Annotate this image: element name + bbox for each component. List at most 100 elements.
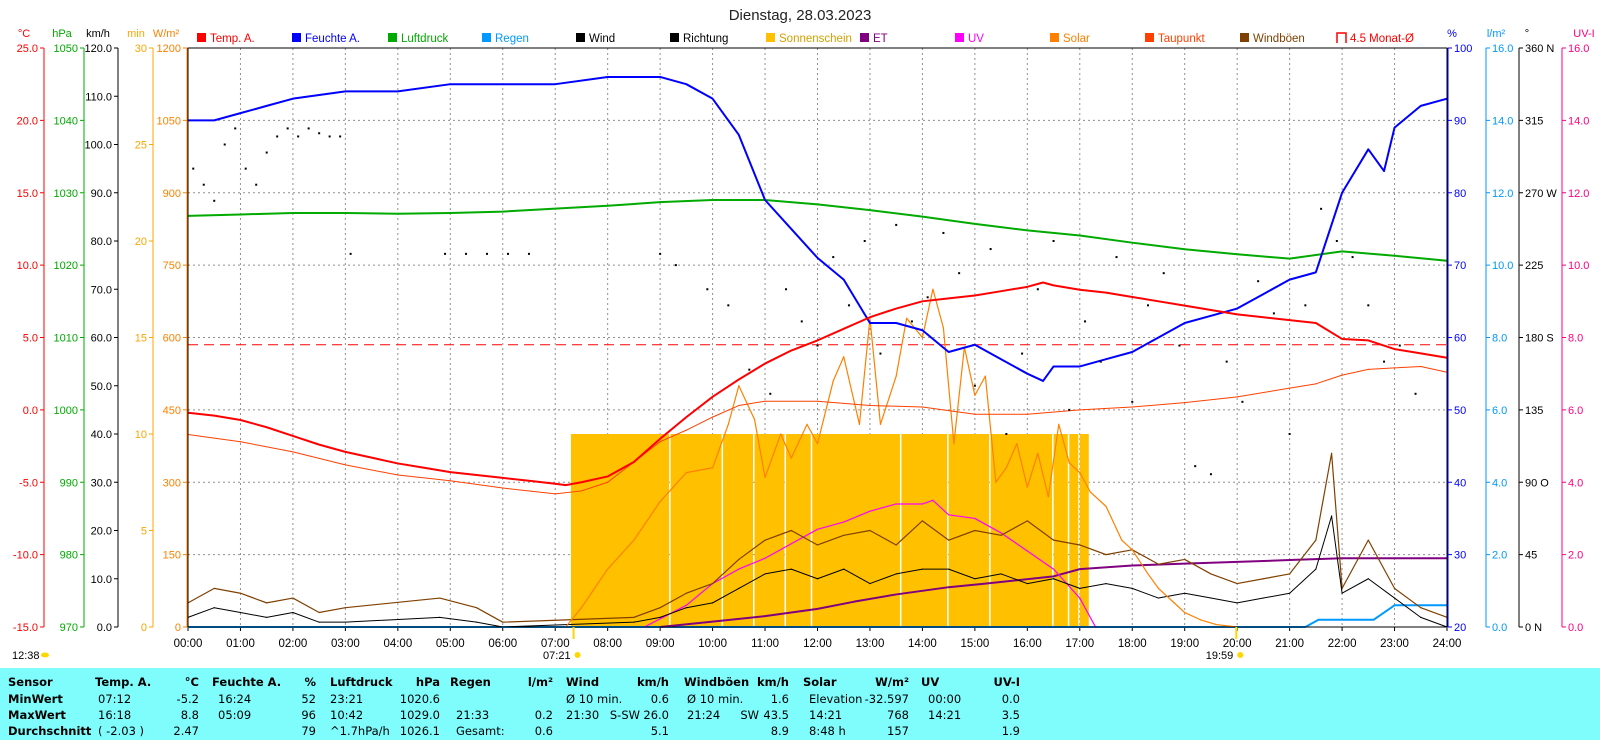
direction-point [1021,352,1024,355]
legend-item: Sonnenschein [766,33,852,45]
data-point [1105,505,1107,507]
data-point [1079,234,1081,237]
data-point [1047,496,1049,498]
direction-point [1162,272,1165,275]
legend-item: ET [860,33,888,45]
data-point [685,416,687,418]
weather-chart: Dienstag, 28.03.2023 Temp. A. Feuchte A. L… [12,7,1595,662]
data-point [753,418,756,421]
data-point [554,483,556,485]
tick-label: 16.0 [1492,43,1513,55]
grid [187,47,1448,628]
direction-point [832,256,835,259]
axis-unit: W/m² [153,28,180,40]
stat-header: Sensor [8,675,53,689]
data-point [1372,619,1375,621]
data-point [607,481,609,483]
data-point [1393,597,1396,599]
data-point [1026,286,1028,288]
data-point [1315,539,1317,541]
data-point [843,328,845,330]
legend-swatch [670,33,679,42]
stat-header: % [304,675,316,689]
direction-point [1115,256,1118,259]
tick-label: 0.0 [97,622,112,634]
right-axis: ° 360 N 315 270 W 225 180 S 135 90 O 45 0 N [1518,28,1557,634]
data-point [843,568,845,570]
data-point [1079,568,1081,570]
tick-label: 360 N [1525,43,1554,55]
data-point [1236,253,1238,255]
data-point [895,503,897,505]
data-point [738,404,740,407]
stat-header: UV [921,675,940,689]
stat-cell: 0.6 [650,692,669,706]
stat-cell: 52 [301,692,316,706]
stat-cell: 8:48 h [809,724,846,738]
data-point [397,462,399,465]
data-point [984,582,986,585]
stat-cell: 23:21 [330,692,364,706]
data-point [895,593,897,596]
data-point [607,475,609,478]
data-point [790,543,792,545]
tick-label: 100 [1454,43,1472,55]
tick-label: 225 [1525,260,1543,272]
tick-label: 10.0 [1492,260,1513,272]
tick-label: 70 [1454,260,1466,272]
direction-point [1351,256,1354,259]
right-axis: % 100 90 80 70 60 50 40 30 20 [1447,28,1472,634]
direction-point [506,252,509,255]
direction-point [1257,280,1260,283]
tick-label: 20 [1454,622,1466,634]
stat-cell: 05:09 [218,708,252,722]
data-point [1393,127,1396,129]
data-point [1367,339,1369,341]
data-point [843,534,845,536]
data-point [1289,279,1291,281]
data-point [948,351,950,353]
data-point [895,544,897,546]
stat-cell: 79 [301,724,316,738]
data-point [344,607,346,609]
legend-item: Richtung [670,33,728,45]
data-point [239,441,242,443]
data-point [974,294,976,297]
tick-label: 0.0 [23,405,38,417]
tick-label: 40.0 [91,429,112,441]
data-point [1131,296,1133,298]
data-point [1042,380,1044,382]
tick-label: 20.0 [17,115,38,127]
data-point [711,416,714,418]
direction-point [1335,240,1338,242]
data-point [1330,619,1333,621]
stat-cell: 3.5 [1001,708,1020,722]
direction-point [659,252,662,255]
tick-label: 2.0 [1492,550,1507,562]
x-tick-label: 19:00 [1170,638,1199,650]
tick-label: 40 [1454,477,1466,489]
sunrise: 07:21 [543,627,581,662]
data-point [764,476,766,479]
stat-cell: -32.597 [864,692,909,706]
data-point [266,602,268,604]
data-point [659,76,661,78]
tick-label: 8.0 [1492,333,1507,345]
data-point [843,521,845,523]
data-point [239,213,242,216]
direction-point [816,344,819,347]
stat-cell: 1026.1 [399,724,440,738]
data-point [1184,558,1186,561]
stat-cell: 14:21 [809,708,843,722]
data-point [974,394,976,396]
tick-label: 60 [1454,333,1466,345]
tick-label: 25.0 [17,43,38,55]
data-point [318,444,320,446]
data-point [1393,557,1396,559]
data-point [1068,462,1070,464]
data-point [502,210,504,213]
stat-cell: 96 [301,708,316,722]
tick-label: 0.0 [1492,622,1507,634]
data-point [1317,619,1320,621]
data-point [1315,322,1317,324]
